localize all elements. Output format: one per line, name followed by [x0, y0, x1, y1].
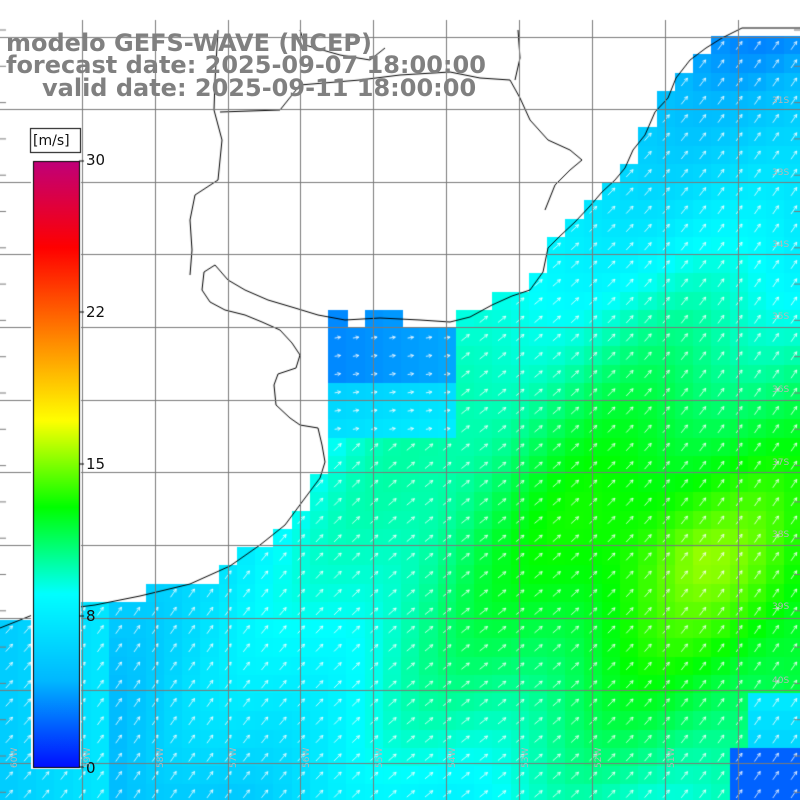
lon-label: 56W: [302, 747, 312, 768]
lon-label: 51W: [667, 747, 677, 768]
lon-label: 55W: [375, 747, 385, 768]
lon-label: 57W: [229, 747, 239, 768]
colorbar-unit: [m/s]: [33, 133, 70, 149]
colorbar-tick-0: 0: [86, 759, 96, 777]
lon-label: 52W: [594, 747, 604, 768]
lat-label: 39S: [772, 602, 790, 612]
lon-label: 58W: [156, 747, 166, 768]
lat-label: 34S: [772, 240, 790, 250]
lon-label: 53W: [521, 747, 531, 768]
lat-label: 35S: [772, 312, 790, 322]
lat-label: 40S: [772, 676, 790, 686]
valid-date: valid date: 2025-09-11 18:00:00: [42, 74, 477, 102]
colorbar-tick-30: 30: [86, 151, 106, 169]
lat-label: 37S: [772, 458, 790, 468]
lon-label: 60W: [10, 747, 20, 768]
colorbar-tick-8: 8: [86, 607, 96, 625]
lon-label: 54W: [448, 747, 458, 768]
lat-label: 36S: [772, 385, 790, 395]
lat-label: 31S: [772, 96, 790, 106]
lat-label: 38S: [772, 530, 790, 540]
colorbar-tick-15: 15: [86, 455, 106, 473]
colorbar-tick-22: 22: [86, 303, 106, 321]
lat-label: 33S: [772, 168, 790, 178]
lon-label: 59W: [83, 747, 93, 768]
forecast-date: forecast date: 2025-09-07 18:00:00: [6, 51, 486, 79]
model-title: modelo GEFS-WAVE (NCEP): [6, 29, 372, 57]
